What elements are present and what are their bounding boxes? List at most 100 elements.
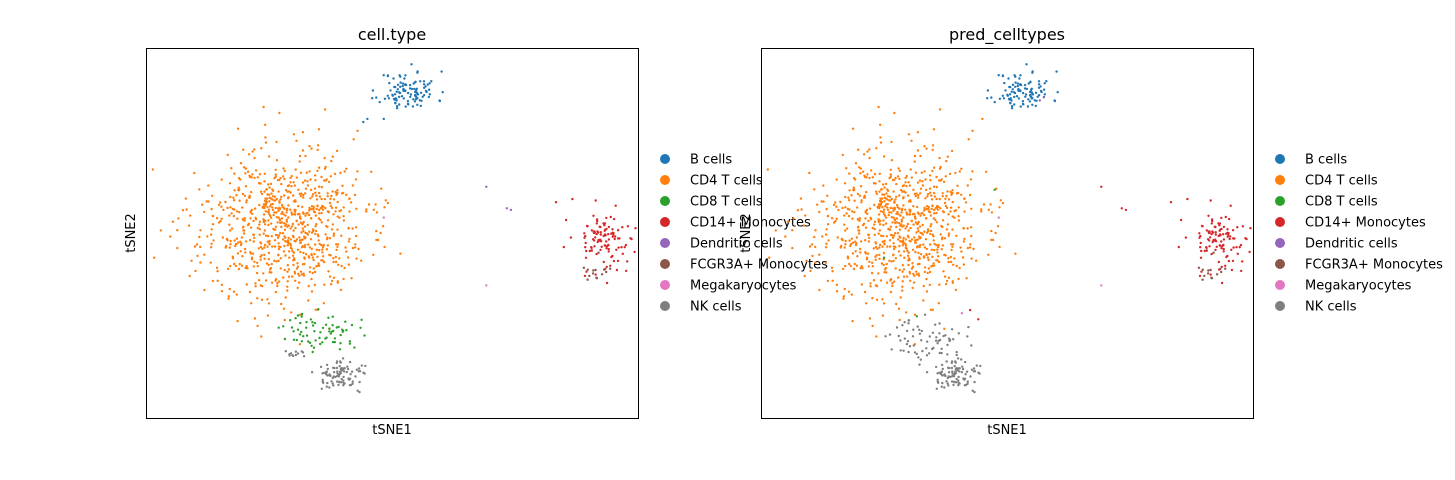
data-point — [261, 206, 264, 209]
data-point — [307, 255, 311, 258]
data-point — [830, 217, 834, 220]
data-point — [961, 365, 964, 368]
legend-label: CD14+ Monocytes — [1305, 216, 1426, 231]
data-point — [918, 225, 922, 228]
data-point — [924, 238, 928, 241]
data-point — [282, 307, 286, 310]
data-point — [328, 253, 331, 257]
data-point — [1021, 102, 1025, 106]
data-point — [853, 262, 856, 266]
data-point — [885, 271, 888, 274]
data-point — [322, 260, 326, 264]
data-point — [325, 385, 328, 388]
data-point — [962, 263, 966, 266]
data-point — [610, 255, 613, 259]
data-point — [946, 382, 949, 385]
data-point — [1217, 260, 1221, 264]
data-point — [612, 217, 616, 221]
data-point — [914, 270, 918, 273]
data-point — [886, 245, 889, 248]
data-point — [896, 238, 900, 241]
data-point — [822, 184, 825, 187]
data-point — [1124, 208, 1128, 212]
data-point — [397, 91, 401, 94]
data-point — [925, 371, 929, 374]
data-point — [294, 279, 297, 282]
data-point — [607, 233, 610, 236]
data-point — [843, 182, 847, 185]
data-point — [586, 268, 589, 271]
data-point — [254, 169, 258, 172]
data-point — [1220, 227, 1223, 231]
data-point — [904, 238, 907, 241]
legend-label: CD4 T cells — [1305, 174, 1378, 189]
data-point — [614, 235, 617, 238]
data-point — [381, 225, 385, 228]
data-point — [591, 272, 595, 275]
data-point — [1009, 85, 1012, 89]
data-point — [973, 390, 976, 394]
data-point — [873, 227, 876, 231]
data-point — [1214, 233, 1218, 236]
data-point — [919, 214, 922, 217]
data-point — [313, 187, 317, 190]
data-point — [869, 169, 873, 172]
data-point — [289, 238, 292, 241]
data-point — [243, 194, 247, 197]
data-point — [977, 318, 980, 321]
data-point — [1210, 252, 1213, 256]
data-point — [982, 203, 986, 206]
data-point — [913, 239, 917, 242]
data-point — [878, 223, 882, 226]
data-point — [422, 86, 426, 90]
data-point — [278, 208, 282, 211]
data-point — [615, 248, 618, 251]
data-point — [968, 246, 972, 249]
data-point — [826, 223, 830, 226]
data-point — [856, 192, 860, 196]
data-point — [308, 170, 311, 173]
data-point — [903, 321, 906, 324]
data-point — [942, 180, 946, 184]
data-point — [931, 148, 934, 152]
data-point — [617, 246, 620, 249]
data-point — [607, 225, 611, 229]
data-point — [314, 214, 318, 217]
data-point — [300, 231, 303, 234]
data-point — [901, 264, 904, 267]
data-point — [276, 282, 279, 285]
data-point — [1184, 236, 1188, 239]
data-point — [302, 335, 305, 338]
data-point — [583, 274, 587, 278]
data-point — [232, 199, 236, 202]
data-point — [294, 317, 297, 320]
data-point — [339, 371, 342, 374]
data-point — [947, 198, 951, 201]
data-point — [1220, 265, 1223, 269]
data-point — [210, 242, 213, 245]
data-point — [321, 205, 325, 208]
data-point — [888, 211, 891, 214]
data-point — [928, 211, 932, 214]
data-point — [918, 328, 921, 331]
data-point — [891, 221, 894, 224]
data-point — [916, 227, 919, 230]
data-point — [970, 368, 974, 371]
data-point — [1199, 234, 1202, 238]
data-point — [324, 233, 327, 236]
data-point — [365, 208, 368, 211]
data-point — [428, 82, 431, 85]
data-point — [301, 131, 305, 134]
data-point — [485, 185, 488, 188]
data-point — [283, 194, 286, 197]
data-point — [968, 308, 972, 312]
data-point — [925, 217, 928, 220]
data-point — [993, 188, 996, 191]
data-point — [933, 212, 936, 215]
data-point — [962, 240, 966, 243]
data-point — [899, 339, 902, 342]
data-point — [343, 370, 346, 373]
data-point — [313, 283, 316, 287]
data-point — [236, 252, 240, 255]
data-point — [931, 347, 934, 351]
